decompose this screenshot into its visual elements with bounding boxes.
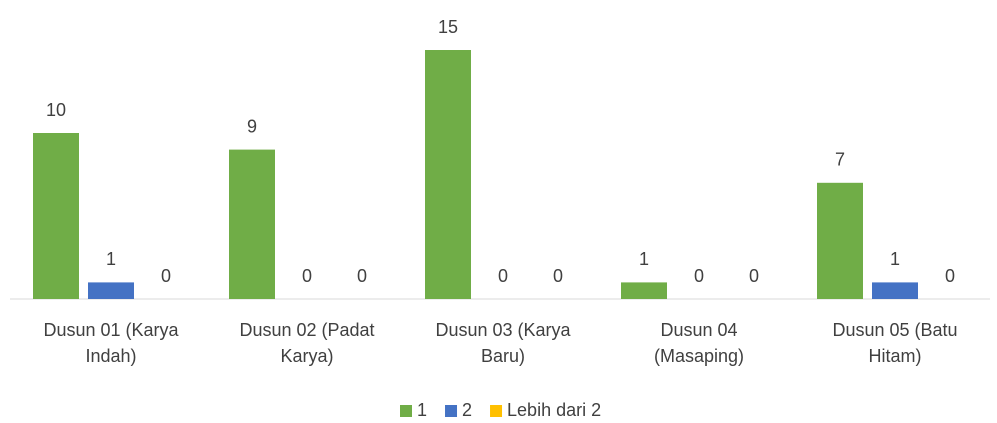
data-label: 0	[161, 266, 171, 286]
bar	[425, 50, 471, 299]
data-label: 0	[357, 266, 367, 286]
data-label: 1	[639, 249, 649, 269]
bar	[817, 182, 863, 299]
x-tick-label: Dusun 05 (Batu Hitam)	[832, 320, 958, 366]
data-label: 7	[835, 150, 845, 170]
legend-label: 1	[417, 400, 427, 420]
data-label: 15	[438, 17, 458, 37]
legend-swatch	[400, 405, 412, 417]
data-label: 1	[890, 249, 900, 269]
bar	[88, 282, 134, 299]
bar	[872, 282, 918, 299]
data-label: 9	[247, 116, 257, 136]
legend-label: 2	[462, 400, 472, 420]
legend-label: Lebih dari 2	[507, 400, 601, 420]
x-tick-label: Dusun 02 (Padat Karya)	[239, 320, 375, 366]
data-label: 0	[749, 266, 759, 286]
data-label: 0	[302, 266, 312, 286]
bar	[621, 282, 667, 299]
data-label: 1	[106, 249, 116, 269]
legend-swatch	[490, 405, 503, 417]
data-label: 0	[694, 266, 704, 286]
bar	[33, 133, 79, 299]
bar	[229, 149, 275, 299]
legend-swatch	[445, 405, 458, 417]
x-tick-label: Dusun 03 (Karya Baru)	[435, 320, 571, 366]
x-tick-label: Dusun 01 (Karya Indah)	[43, 320, 179, 366]
x-tick-label: Dusun 04 (Masaping)	[653, 320, 745, 366]
data-label: 10	[46, 100, 66, 120]
data-label: 0	[945, 266, 955, 286]
data-label: 0	[553, 266, 563, 286]
data-label: 0	[498, 266, 508, 286]
